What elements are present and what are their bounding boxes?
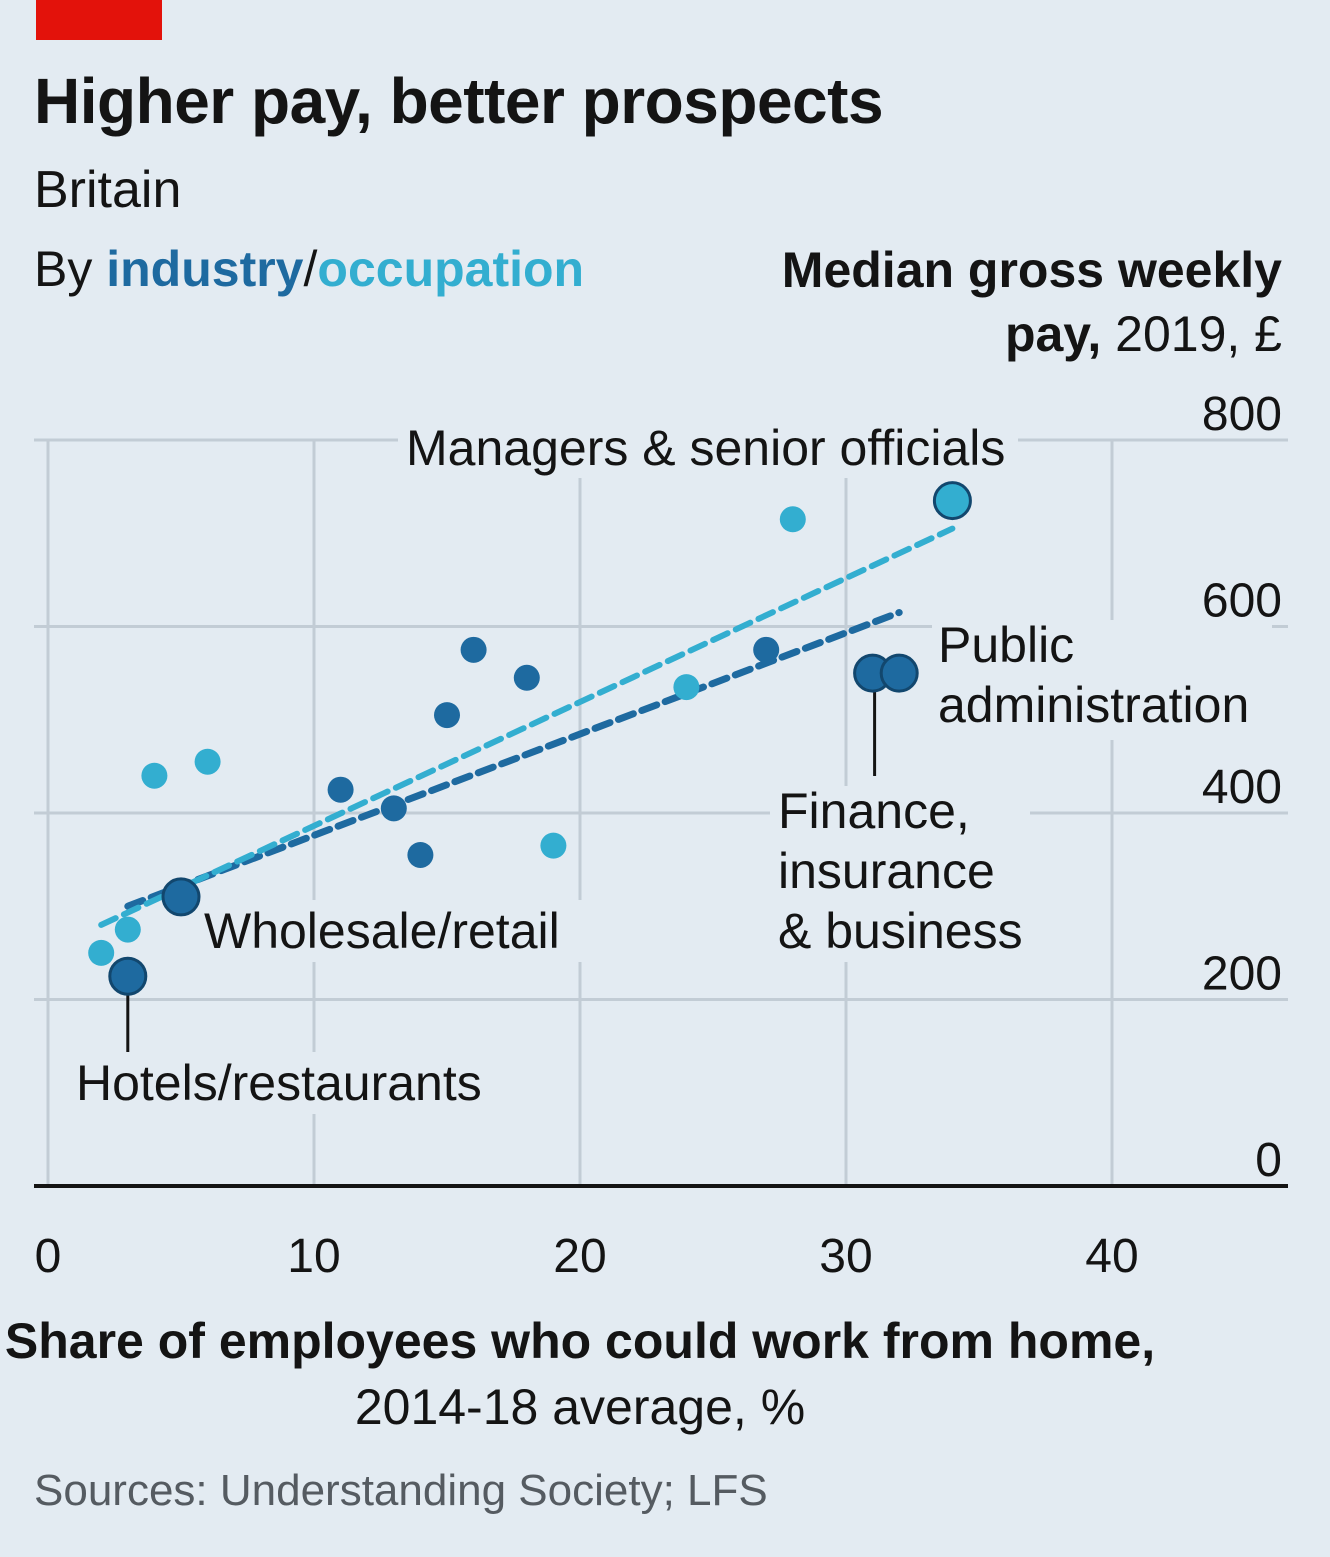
label-bg-finance (770, 786, 1030, 962)
point-industry-0 (108, 956, 148, 996)
point-occupation-7 (932, 481, 972, 521)
point-industry-6 (460, 636, 487, 663)
y-tick-label-600: 600 (1202, 575, 1282, 628)
label-finance-0: Finance, (778, 783, 970, 839)
point-occupation-0 (88, 939, 115, 966)
x-axis-title-bold: Share of employees who could work from h… (4, 1313, 1156, 1369)
label-managers: Managers & senior officials (406, 420, 1005, 476)
legend-separator: / (303, 241, 318, 297)
label-finance-1: insurance (778, 843, 995, 899)
point-industry-10 (879, 653, 919, 693)
brand-tag (36, 0, 162, 40)
y-axis-title-rest: 2019, £ (1101, 306, 1282, 362)
tick-labels: 0 200 400 600 800 0 10 20 30 40 (35, 388, 1282, 1283)
label-bg-managers (398, 418, 1018, 478)
x-tick-label-0: 0 (35, 1230, 62, 1283)
label-backgrounds (70, 418, 1272, 1114)
point-industry-2 (327, 776, 354, 803)
point-occupation-5 (673, 674, 700, 701)
x-tick-label-20: 20 (553, 1230, 606, 1283)
y-tick-label-400: 400 (1202, 761, 1282, 814)
label-wholesale: Wholesale/retail (204, 903, 560, 959)
point-occupation-3 (194, 748, 221, 775)
legend-industry: industry (106, 241, 304, 297)
x-axis-title-rest: 2014-18 average, % (354, 1379, 806, 1435)
label-bg-wholesale (196, 900, 582, 962)
legend-line: By industry/occupation (34, 240, 584, 298)
label-public-1: administration (938, 677, 1249, 733)
annotations: Managers & senior officials Publicadminis… (76, 420, 1249, 1111)
point-occupation-4 (540, 832, 567, 859)
x-tick-label-30: 30 (819, 1230, 872, 1283)
point-industry-3 (380, 795, 407, 822)
point-occupation-6 (779, 506, 806, 533)
point-industry-5 (434, 702, 460, 729)
point-industry-1 (161, 877, 201, 917)
point-occupation-2 (141, 762, 168, 789)
y-axis-title: Median gross weekly pay, 2019, £ (762, 238, 1282, 366)
x-tick-label-40: 40 (1085, 1230, 1138, 1283)
data-points (88, 481, 972, 996)
chart-subtitle: Britain (34, 161, 182, 219)
point-occupation-1 (114, 916, 141, 943)
label-finance-2: & business (778, 903, 1023, 959)
label-public-0: Public (938, 617, 1074, 673)
label-hotels: Hotels/restaurants (76, 1055, 482, 1111)
label-bg-public (932, 620, 1272, 740)
y-tick-label-200: 200 (1202, 948, 1282, 1001)
leader-lines (126, 689, 877, 1052)
legend-prefix: By (34, 241, 107, 297)
source-note: Sources: Understanding Society; LFS (34, 1466, 768, 1515)
x-tick-label-10: 10 (287, 1230, 340, 1283)
x-axis-title: Share of employees who could work from h… (0, 1308, 1160, 1440)
point-industry-8 (753, 636, 780, 663)
trend-line-occupation (98, 525, 956, 928)
label-bg-hotels (70, 1052, 510, 1114)
y-tick-label-0: 0 (1255, 1134, 1282, 1187)
y-axis-title-bold: Median gross weekly pay, (781, 242, 1282, 362)
point-industry-7 (513, 664, 540, 691)
chart-title: Higher pay, better prospects (34, 65, 884, 137)
legend-occupation: occupation (317, 241, 585, 297)
y-tick-label-800: 800 (1202, 388, 1282, 441)
point-industry-4 (407, 841, 434, 868)
